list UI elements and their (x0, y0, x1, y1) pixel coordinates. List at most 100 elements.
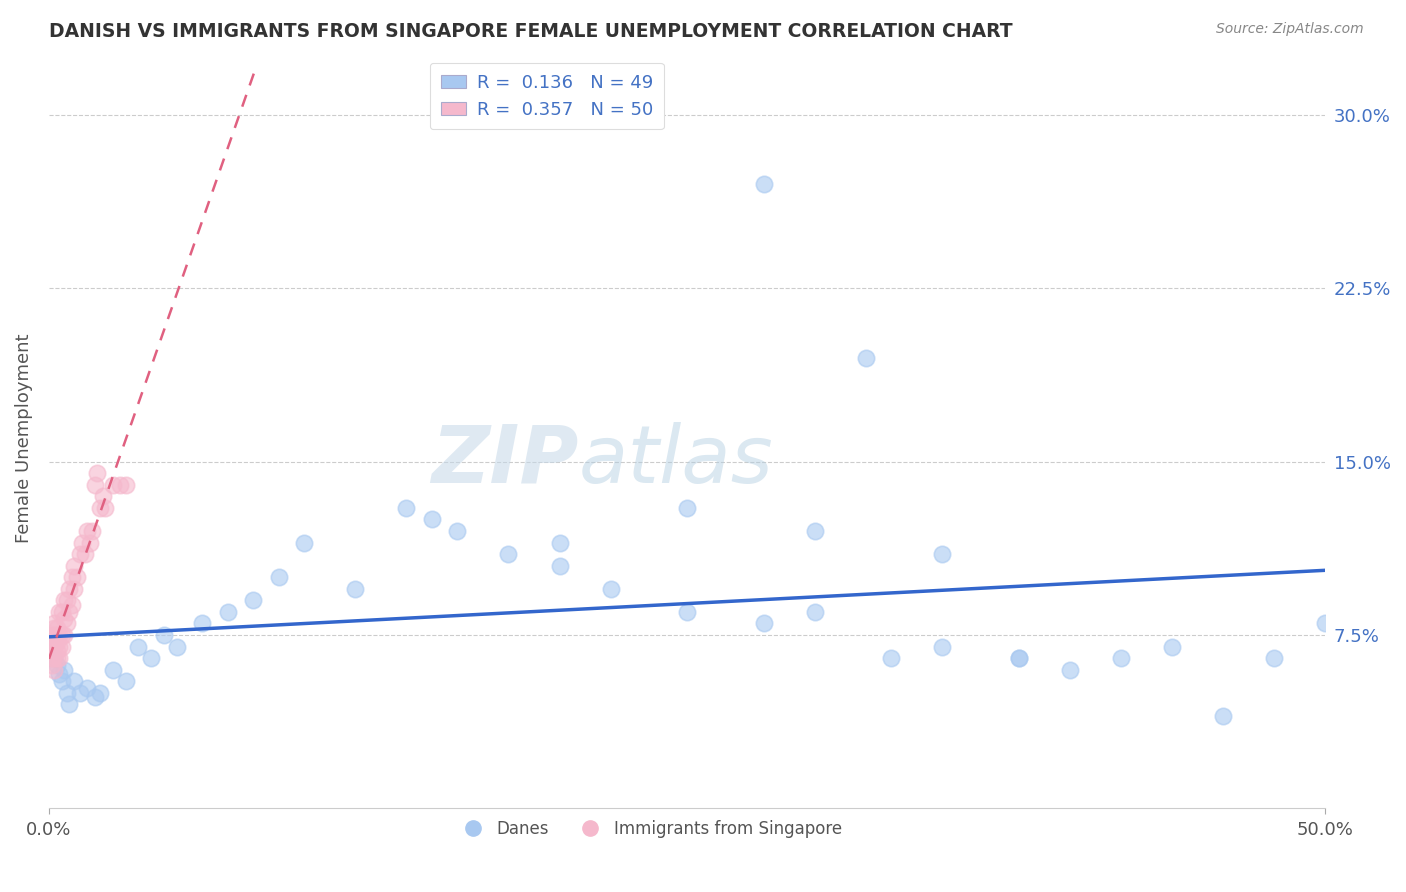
Point (53, 593, 76, 607)
Point (56, 616, 79, 631)
Point (86, 466, 108, 480)
Point (166, 640, 188, 654)
Point (599, 582, 621, 596)
Point (880, 651, 903, 665)
Point (548, 535, 571, 549)
Point (48, 605, 70, 619)
Point (45, 621, 67, 635)
Point (51, 674, 73, 689)
Point (63, 674, 86, 689)
Point (42, 635, 65, 649)
Point (53, 663, 76, 677)
Point (855, 351, 877, 365)
Point (69, 547, 91, 561)
Point (45, 644, 67, 658)
Point (344, 582, 367, 596)
Point (752, 616, 775, 631)
Point (41, 640, 63, 654)
Point (931, 640, 953, 654)
Point (45, 658, 67, 673)
Point (41, 658, 63, 673)
Point (191, 616, 214, 631)
Point (42, 621, 65, 635)
Point (676, 605, 699, 619)
Point (63, 558, 86, 573)
Point (60, 570, 83, 584)
Point (48, 667, 70, 681)
Point (73, 547, 96, 561)
Y-axis label: Female Unemployment: Female Unemployment (15, 334, 32, 543)
Point (1008, 651, 1031, 665)
Point (70, 535, 93, 549)
Point (1059, 663, 1081, 677)
Point (217, 605, 239, 619)
Point (42, 663, 65, 677)
Point (1008, 651, 1031, 665)
Text: Source: ZipAtlas.com: Source: ZipAtlas.com (1216, 22, 1364, 37)
Point (42, 651, 65, 665)
Point (69, 686, 91, 700)
Text: DANISH VS IMMIGRANTS FROM SINGAPORE FEMALE UNEMPLOYMENT CORRELATION CHART: DANISH VS IMMIGRANTS FROM SINGAPORE FEMA… (49, 22, 1012, 41)
Point (498, 547, 520, 561)
Point (676, 500, 699, 515)
Point (110, 477, 132, 491)
Point (63, 582, 86, 596)
Point (58, 582, 80, 596)
Point (41, 651, 63, 665)
Point (931, 547, 953, 561)
Point (89, 500, 111, 515)
Point (48, 640, 70, 654)
Point (1109, 651, 1132, 665)
Point (45, 651, 67, 665)
Point (79, 535, 101, 549)
Point (292, 535, 315, 549)
Point (41, 644, 63, 658)
Point (267, 570, 290, 584)
Point (153, 628, 176, 642)
Point (56, 686, 79, 700)
Point (51, 605, 73, 619)
Point (51, 628, 73, 642)
Point (42, 616, 65, 631)
Point (76, 681, 98, 696)
Point (94, 500, 117, 515)
Point (1212, 709, 1234, 723)
Point (395, 500, 418, 515)
Point (752, 177, 775, 191)
Point (84, 477, 107, 491)
Point (82, 524, 104, 538)
Point (114, 477, 136, 491)
Point (139, 651, 162, 665)
Point (114, 674, 136, 689)
Text: atlas: atlas (579, 422, 773, 500)
Text: ZIP: ZIP (432, 422, 579, 500)
Point (42, 640, 65, 654)
Point (45, 635, 67, 649)
Point (1315, 616, 1337, 631)
Point (48, 628, 70, 642)
Point (76, 524, 98, 538)
Point (51, 640, 73, 654)
Point (242, 593, 264, 607)
Point (53, 612, 76, 626)
Point (42, 628, 65, 642)
Point (45, 628, 67, 642)
Point (91, 489, 114, 503)
Point (58, 605, 80, 619)
Point (1263, 651, 1285, 665)
Point (42, 651, 65, 665)
Point (127, 640, 149, 654)
Point (446, 524, 468, 538)
Legend: Danes, Immigrants from Singapore: Danes, Immigrants from Singapore (450, 814, 848, 845)
Point (101, 663, 124, 677)
Point (84, 690, 107, 705)
Point (48, 651, 70, 665)
Point (41, 628, 63, 642)
Point (89, 686, 111, 700)
Point (53, 628, 76, 642)
Point (56, 593, 79, 607)
Point (58, 698, 80, 712)
Point (420, 512, 443, 526)
Point (548, 558, 571, 573)
Point (803, 605, 825, 619)
